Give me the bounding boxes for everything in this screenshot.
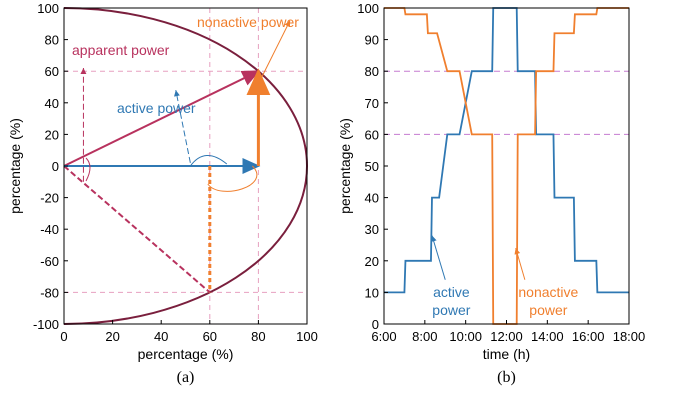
y-tick-label: -60 — [40, 254, 59, 269]
y-tick-label: 30 — [365, 222, 379, 237]
y-tick-label: 10 — [365, 285, 379, 300]
x-tick-label: 80 — [251, 329, 265, 344]
x-tick-label: 12:00 — [490, 329, 523, 344]
y-tick-label: 0 — [52, 159, 59, 174]
y-tick-label: 40 — [365, 191, 379, 206]
active-callout-arrow — [174, 90, 191, 163]
active-power-series-label: active power — [432, 284, 470, 318]
y-axis-ticks: 0 10 20 30 40 50 60 70 80 90 100 — [357, 1, 388, 332]
active-power-annotation: active power — [117, 100, 196, 116]
active-label-arrow — [430, 235, 446, 280]
x-tick-label: 10:00 — [449, 329, 482, 344]
active-power-line — [384, 7, 629, 294]
y-tick-label: 80 — [45, 33, 59, 48]
y-tick-label: 60 — [45, 64, 59, 79]
y-axis-label: percentage (%) — [7, 118, 23, 214]
x-tick-label: 20 — [105, 329, 119, 344]
series-label-line: nonactive — [518, 284, 578, 300]
x-tick-label: 40 — [154, 329, 168, 344]
y-tick-label: 20 — [45, 127, 59, 142]
phase-angle-arc — [85, 157, 91, 182]
rotation-arc — [207, 165, 258, 192]
series-label-line: active — [433, 284, 470, 300]
nonactive-power-line — [384, 7, 629, 325]
y-axis-ticks: -100 -80 -60 -40 -20 0 20 40 60 80 100 — [33, 1, 68, 332]
y-tick-label: 20 — [365, 254, 379, 269]
x-tick-label: 14:00 — [531, 329, 564, 344]
phasor-annotation-arrows — [80, 20, 291, 192]
rotation-arc-active — [189, 155, 228, 167]
phasor-chart: 0 20 40 60 80 100 -100 -80 -60 -40 -20 0 20 40 60 80 10… — [7, 1, 318, 386]
x-tick-label: 6:00 — [371, 329, 396, 344]
y-tick-label: 60 — [365, 127, 379, 142]
nonactive-power-annotation: nonactive power — [197, 14, 299, 30]
apparent-phasor — [63, 165, 211, 294]
series-label-line: power — [432, 302, 470, 318]
nonactive-power-series-label: nonactive power — [518, 284, 578, 318]
x-axis-ticks: 0 20 40 60 80 100 — [60, 320, 318, 344]
panel-caption: (b) — [497, 369, 516, 386]
x-axis-label: percentage (%) — [138, 346, 234, 362]
reference-lines — [384, 70, 629, 135]
time-series — [384, 7, 629, 325]
nonactive-callout-arrow — [257, 20, 291, 85]
series-label-line: power — [529, 302, 567, 318]
apparent-power-annotation: apparent power — [72, 42, 170, 58]
x-tick-label: 8:00 — [412, 329, 437, 344]
y-tick-label: -80 — [40, 285, 59, 300]
y-tick-label: 80 — [365, 64, 379, 79]
x-tick-label: 18:00 — [613, 329, 646, 344]
y-tick-label: 40 — [45, 96, 59, 111]
plot-frame — [383, 7, 630, 325]
x-axis-label: time (h) — [483, 346, 530, 362]
y-tick-label: 0 — [372, 317, 379, 332]
y-tick-label: -100 — [33, 317, 59, 332]
y-tick-label: 70 — [365, 96, 379, 111]
y-tick-label: -20 — [40, 191, 59, 206]
series-label-arrows — [430, 235, 526, 280]
phasor-series — [63, 68, 271, 294]
y-axis-label: percentage (%) — [337, 118, 353, 214]
y-tick-label: 50 — [365, 159, 379, 174]
y-tick-label: 100 — [37, 1, 59, 16]
panel-caption: (a) — [177, 369, 195, 386]
time-series-chart: 6:00 8:00 10:00 12:00 14:00 16:00 18:00 0 10 20 3… — [337, 1, 645, 386]
x-tick-label: 16:00 — [572, 329, 605, 344]
x-tick-label: 60 — [203, 329, 217, 344]
y-tick-label: 100 — [357, 1, 379, 16]
y-tick-label: -40 — [40, 222, 59, 237]
x-tick-label: 0 — [60, 329, 67, 344]
y-tick-label: 90 — [365, 33, 379, 48]
x-tick-label: 100 — [296, 329, 318, 344]
x-axis-ticks: 6:00 8:00 10:00 12:00 14:00 16:00 18:00 — [371, 320, 645, 344]
nonactive-label-arrow — [514, 248, 526, 280]
apparent-phasor — [63, 70, 261, 167]
